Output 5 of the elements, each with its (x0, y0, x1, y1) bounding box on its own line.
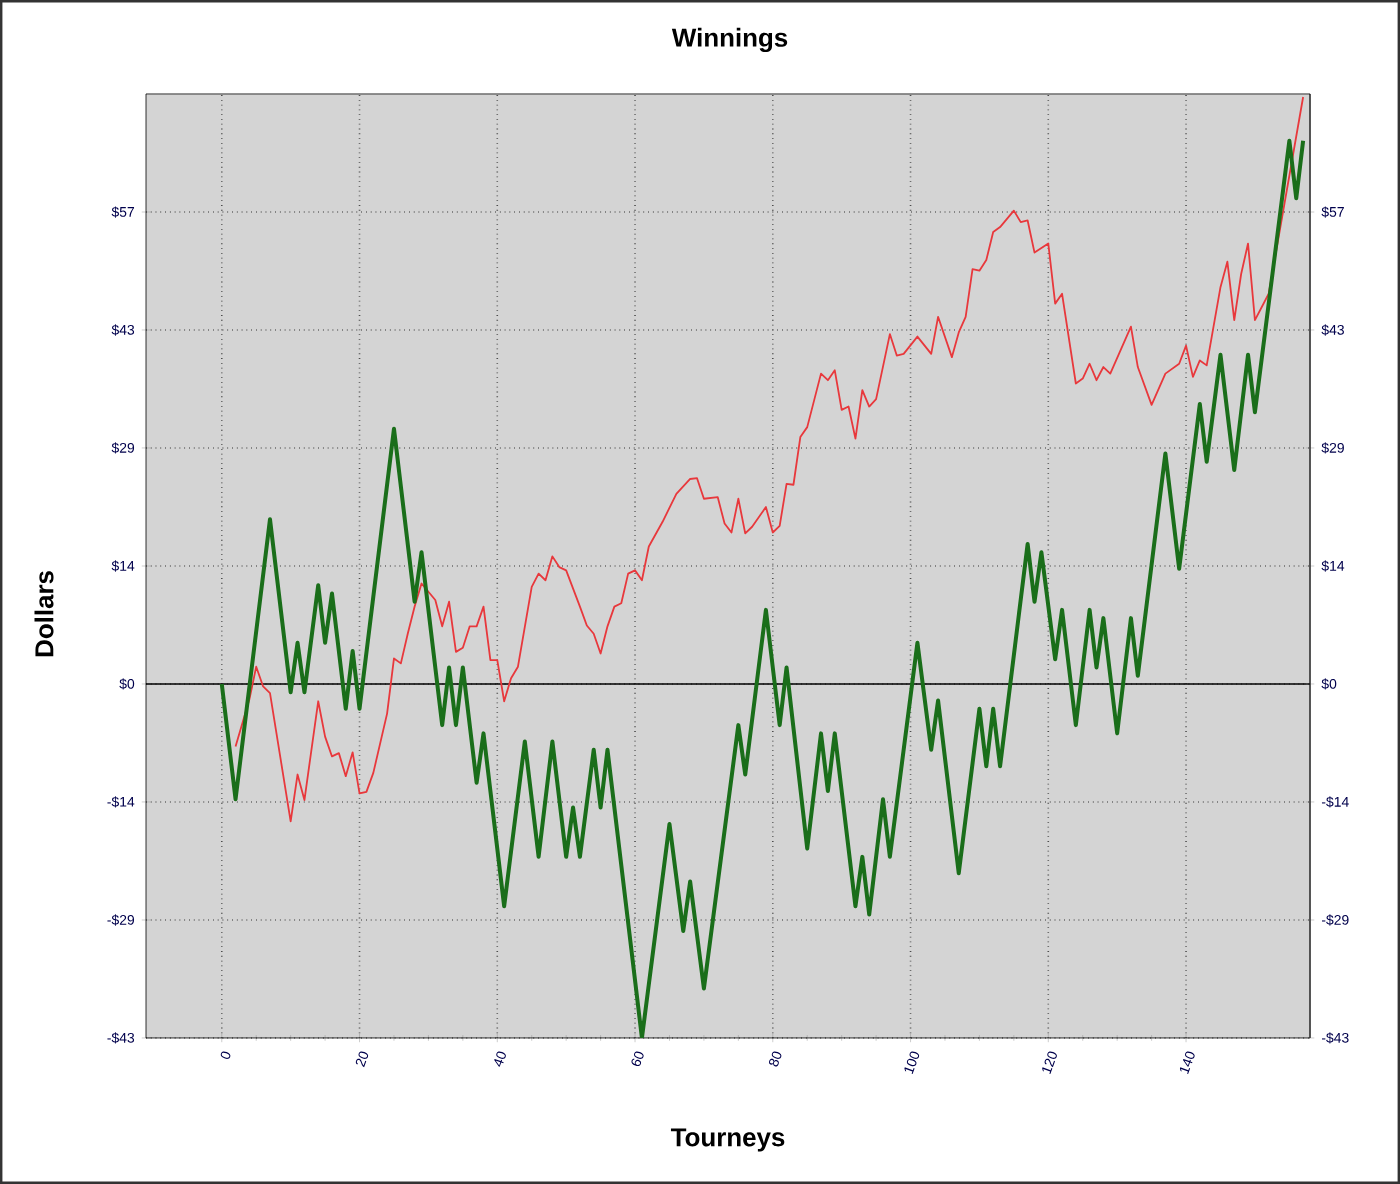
x-axis-title: Tourneys (670, 1128, 785, 1152)
line-series (219, 138, 1306, 1038)
y-axis-title: Dollars (34, 571, 54, 657)
chart-title: Winnings (671, 27, 788, 53)
line-series (234, 96, 1305, 823)
